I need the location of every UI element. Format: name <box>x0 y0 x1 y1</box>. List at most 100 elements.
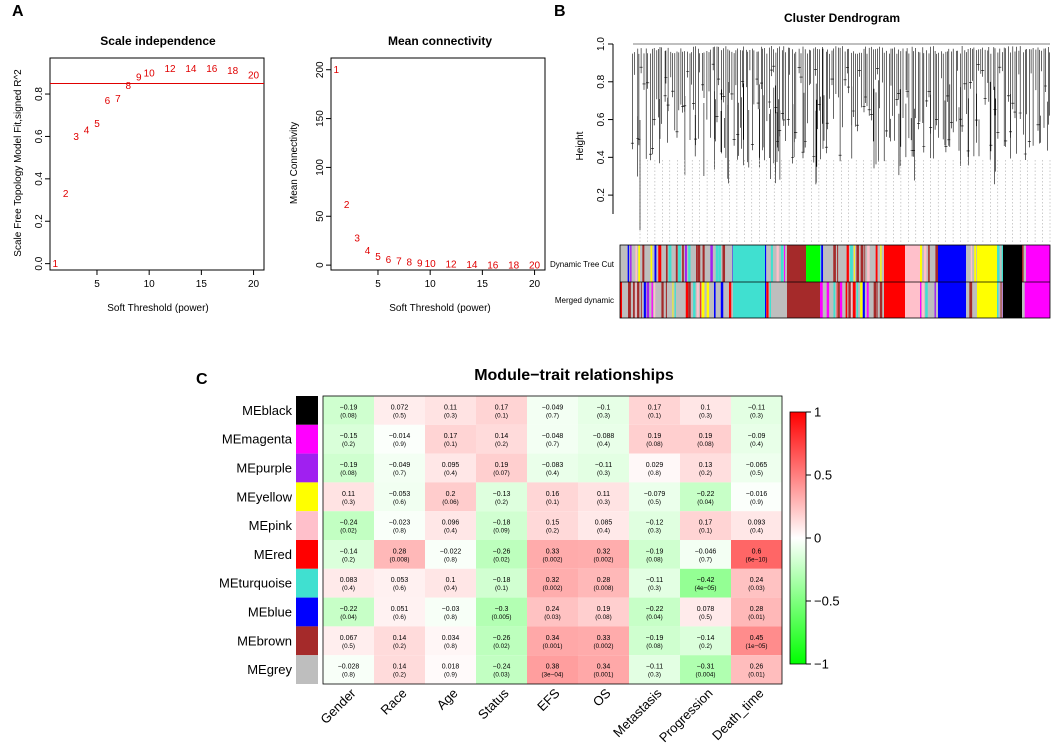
conn-point-label: 20 <box>529 261 541 272</box>
cell-correlation: 0.1 <box>446 577 456 584</box>
merged-dynamic-stripe <box>781 282 783 318</box>
color-legend-bar <box>789 411 807 665</box>
cell-correlation: 0.11 <box>597 491 610 498</box>
module-row-label: MEpink <box>249 518 293 533</box>
conn-point-label: 7 <box>396 257 402 268</box>
conn-ytick-label: 200 <box>315 61 326 78</box>
cell-correlation: 0.16 <box>546 491 560 498</box>
cell-pvalue: (0.2) <box>342 441 355 448</box>
cell-pvalue: (0.3) <box>597 470 610 477</box>
heatmap-cell <box>323 396 374 425</box>
dynamic-tree-cut-stripe <box>638 245 640 282</box>
merged-dynamic-stripe <box>646 282 650 318</box>
scale-point-label: 2 <box>63 189 69 200</box>
merged-dynamic-stripe <box>678 282 680 318</box>
module-color-swatch <box>296 626 318 656</box>
cell-correlation: 0.018 <box>442 664 460 671</box>
cell-pvalue: (0.2) <box>342 556 355 563</box>
cell-pvalue: (0.002) <box>594 556 614 563</box>
heatmap-cell <box>527 482 578 512</box>
heatmap-cell <box>527 396 578 425</box>
dynamic-tree-cut-stripe <box>785 245 787 282</box>
heatmap-cell <box>323 655 374 684</box>
cell-correlation: −0.016 <box>746 491 768 498</box>
cell-correlation: 0.029 <box>646 462 664 469</box>
cell-pvalue: (0.1) <box>444 441 457 448</box>
merged-dynamic-stripe <box>706 282 710 318</box>
cell-pvalue: (6e−10) <box>746 556 768 563</box>
heatmap-cell <box>731 453 782 483</box>
cell-correlation: −0.023 <box>389 520 411 527</box>
dynamic-tree-cut-stripe <box>682 245 684 282</box>
heatmap-cell <box>578 511 629 540</box>
trait-column-label: Status <box>475 685 512 722</box>
conn-point-label: 12 <box>445 260 457 271</box>
dynamic-tree-cut-mixed-segment <box>997 245 1003 282</box>
dynamic-tree-cut-stripe <box>840 245 844 282</box>
module-color-swatch <box>296 511 318 540</box>
cell-pvalue: (0.3) <box>597 412 610 419</box>
cell-pvalue: (0.4) <box>750 441 763 448</box>
cell-pvalue: (0.7) <box>699 556 712 563</box>
heatmap-cell <box>323 568 374 598</box>
conn-point-label: 14 <box>466 260 478 271</box>
module-row-label: MEyellow <box>236 489 292 504</box>
heatmap-cell <box>578 655 629 684</box>
merged-dynamic-stripe <box>925 282 928 318</box>
heatmap-cell <box>374 396 425 425</box>
merged-dynamic-stripe <box>1000 282 1002 318</box>
cell-pvalue: (0.8) <box>648 470 661 477</box>
cell-pvalue: (0.4) <box>444 585 457 592</box>
merged-dynamic-stripe <box>688 282 691 318</box>
heatmap-cell <box>629 482 680 512</box>
heatmap-cell <box>476 655 527 684</box>
cell-correlation: 0.32 <box>546 577 560 584</box>
scale-ytick-label: 0.2 <box>34 214 45 228</box>
cell-pvalue: (0.8) <box>444 614 457 621</box>
cell-correlation: −0.19 <box>646 635 664 642</box>
dynamic-tree-cut-stripe <box>658 245 662 282</box>
cell-pvalue: (0.7) <box>546 412 559 419</box>
cell-pvalue: (0.1) <box>648 412 661 419</box>
merged-dynamic-stripe <box>997 282 999 318</box>
cell-correlation: −0.11 <box>595 462 612 469</box>
conn-xtick-label: 10 <box>425 279 437 290</box>
cell-correlation: 0.051 <box>391 606 409 613</box>
conn-point-label: 4 <box>365 246 371 257</box>
dynamic-tree-cut-stripe <box>784 245 786 282</box>
merged-dynamic-stripe <box>826 282 830 318</box>
heatmap-cell <box>731 655 782 684</box>
merged-dynamic-module-segment <box>938 282 966 318</box>
dynamic-tree-cut-stripe <box>923 245 927 282</box>
cell-correlation: −0.24 <box>340 520 358 527</box>
merged-dynamic-stripe <box>862 282 865 318</box>
heatmap-cell <box>527 597 578 627</box>
merged-dynamic-module-segment <box>905 282 920 318</box>
cell-correlation: −0.22 <box>340 606 358 613</box>
cell-pvalue: (0.9) <box>393 441 406 448</box>
merged-dynamic-stripe <box>830 282 833 318</box>
module-row-label: MEbrown <box>237 633 292 648</box>
cell-correlation: 0.096 <box>442 520 460 527</box>
cell-correlation: −0.18 <box>493 577 511 584</box>
cell-pvalue: (0.3) <box>444 412 457 419</box>
cell-pvalue: (0.02) <box>493 643 509 650</box>
cell-pvalue: (0.5) <box>750 470 763 477</box>
trait-column-label: EFS <box>534 685 563 714</box>
cell-correlation: −0.19 <box>340 462 358 469</box>
cell-pvalue: (1e−05) <box>746 643 768 650</box>
heatmap-cell <box>527 453 578 483</box>
merged-dynamic-stripe <box>693 282 696 318</box>
merged-dynamic-stripe <box>969 282 973 318</box>
merged-dynamic-stripe <box>870 282 873 318</box>
merged-dynamic-stripe <box>833 282 836 318</box>
cell-correlation: 0.28 <box>597 577 611 584</box>
cell-pvalue: (0.02) <box>340 528 356 535</box>
merged-dynamic-stripe <box>681 282 683 318</box>
cluster-dendrogram: Cluster Dendrogram 0.2 0.4 0.6 0.8 1.0 Heigh… <box>550 11 1051 319</box>
heatmap-cell <box>527 424 578 454</box>
module-row-label: MEblue <box>248 605 292 620</box>
conn-point-label: 9 <box>417 259 423 270</box>
dynamic-tree-cut-stripe <box>820 245 821 282</box>
cell-correlation: 0.14 <box>393 635 407 642</box>
